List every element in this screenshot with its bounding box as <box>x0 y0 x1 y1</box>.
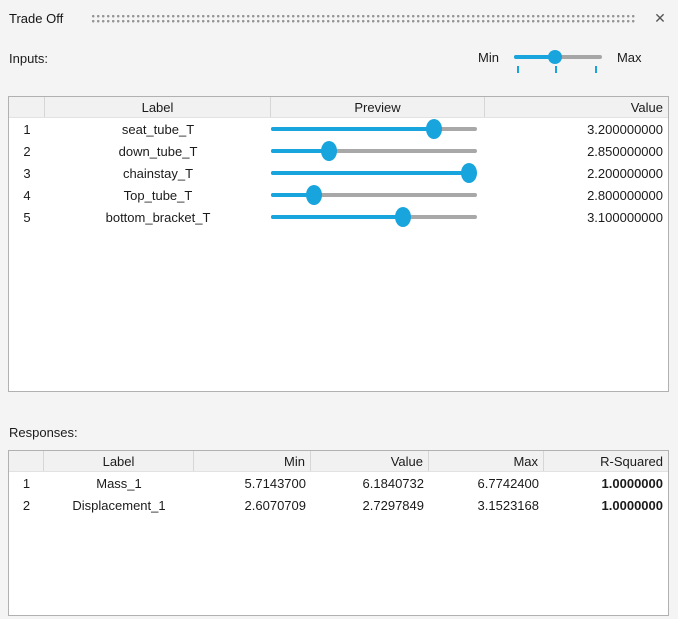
response-label: Mass_1 <box>44 476 194 491</box>
responses-section-label: Responses: <box>9 425 78 440</box>
slider-fill <box>271 127 434 131</box>
header-label[interactable]: Label <box>44 451 194 471</box>
response-label: Displacement_1 <box>44 498 194 513</box>
table-row: 1 seat_tube_T 3.200000000 <box>9 118 668 140</box>
preview-cell <box>271 118 485 140</box>
header-value[interactable]: Value <box>311 451 429 471</box>
row-index: 3 <box>9 166 45 181</box>
input-label: bottom_bracket_T <box>45 210 271 225</box>
response-r-squared: 1.0000000 <box>544 476 668 491</box>
response-r-squared: 1.0000000 <box>544 498 668 513</box>
input-slider[interactable] <box>271 206 477 228</box>
preview-cell <box>271 162 485 184</box>
slider-thumb[interactable] <box>548 50 562 64</box>
input-value: 3.100000000 <box>485 210 668 225</box>
input-label: chainstay_T <box>45 166 271 181</box>
preview-cell <box>271 206 485 228</box>
input-slider[interactable] <box>271 140 477 162</box>
input-value: 2.850000000 <box>485 144 668 159</box>
slider-fill <box>271 215 403 219</box>
header-value[interactable]: Value <box>485 97 668 117</box>
response-min: 2.6070709 <box>194 498 311 513</box>
inputs-section-label: Inputs: <box>9 51 48 66</box>
slider-thumb[interactable] <box>321 141 337 161</box>
minmax-slider[interactable] <box>514 49 602 75</box>
input-label: down_tube_T <box>45 144 271 159</box>
row-index: 1 <box>9 122 45 137</box>
responses-table-header: Label Min Value Max R-Squared <box>9 451 668 472</box>
row-index: 2 <box>9 498 44 513</box>
response-max: 3.1523168 <box>429 498 544 513</box>
input-slider[interactable] <box>271 118 477 140</box>
close-icon[interactable]: ✕ <box>651 9 669 27</box>
table-row: 4 Top_tube_T 2.800000000 <box>9 184 668 206</box>
slider-thumb[interactable] <box>395 207 411 227</box>
header-max[interactable]: Max <box>429 451 544 471</box>
response-value: 2.7297849 <box>311 498 429 513</box>
max-label: Max <box>617 49 642 66</box>
input-label: seat_tube_T <box>45 122 271 137</box>
response-max: 6.7742400 <box>429 476 544 491</box>
header-index[interactable] <box>9 451 44 471</box>
slider-thumb[interactable] <box>306 185 322 205</box>
input-slider[interactable] <box>271 162 477 184</box>
table-row: 2 Displacement_1 2.6070709 2.7297849 3.1… <box>9 494 668 516</box>
slider-tick <box>595 66 597 73</box>
slider-thumb[interactable] <box>426 119 442 139</box>
inputs-table: Label Preview Value 1 seat_tube_T 3.2000… <box>8 96 669 392</box>
response-value: 6.1840732 <box>311 476 429 491</box>
row-index: 5 <box>9 210 45 225</box>
preview-cell <box>271 140 485 162</box>
header-index[interactable] <box>9 97 45 117</box>
header-label[interactable]: Label <box>45 97 271 117</box>
slider-thumb[interactable] <box>461 163 477 183</box>
drag-handle[interactable] <box>92 15 637 24</box>
slider-tick <box>555 66 557 73</box>
minmax-slider-group: Min Max <box>478 49 642 75</box>
row-index: 1 <box>9 476 44 491</box>
responses-table: Label Min Value Max R-Squared 1 Mass_1 5… <box>8 450 669 616</box>
response-min: 5.7143700 <box>194 476 311 491</box>
slider-fill <box>271 171 469 175</box>
panel-titlebar: Trade Off ✕ <box>9 8 669 28</box>
table-row: 1 Mass_1 5.7143700 6.1840732 6.7742400 1… <box>9 472 668 494</box>
input-slider[interactable] <box>271 184 477 206</box>
preview-cell <box>271 184 485 206</box>
table-row: 3 chainstay_T 2.200000000 <box>9 162 668 184</box>
row-index: 2 <box>9 144 45 159</box>
table-row: 5 bottom_bracket_T 3.100000000 <box>9 206 668 228</box>
tradeoff-panel: { "window": { "title": "Trade Off", "clo… <box>0 0 678 619</box>
slider-tick <box>517 66 519 73</box>
input-value: 2.800000000 <box>485 188 668 203</box>
row-index: 4 <box>9 188 45 203</box>
header-min[interactable]: Min <box>194 451 311 471</box>
table-row: 2 down_tube_T 2.850000000 <box>9 140 668 162</box>
panel-title: Trade Off <box>9 11 63 26</box>
min-label: Min <box>478 49 499 66</box>
input-value: 3.200000000 <box>485 122 668 137</box>
header-r-squared[interactable]: R-Squared <box>544 451 668 471</box>
input-value: 2.200000000 <box>485 166 668 181</box>
header-preview[interactable]: Preview <box>271 97 485 117</box>
input-label: Top_tube_T <box>45 188 271 203</box>
inputs-table-header: Label Preview Value <box>9 97 668 118</box>
